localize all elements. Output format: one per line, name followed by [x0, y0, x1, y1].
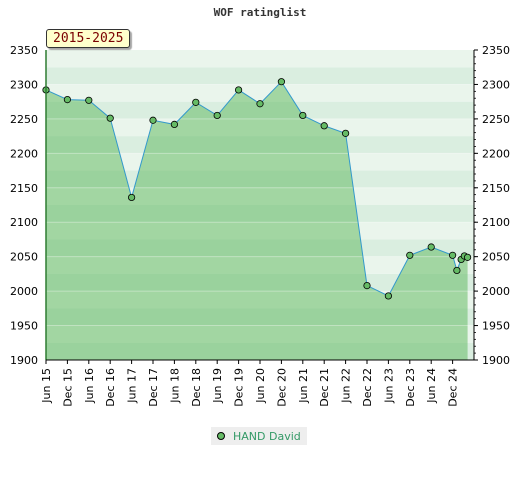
y-tick-label-right: 1900 — [482, 354, 510, 367]
y-tick-label-left: 2100 — [10, 216, 38, 229]
y-tick-label-left: 2300 — [10, 78, 38, 91]
x-tick-label: Jun 20 — [254, 368, 267, 404]
y-tick-label-right: 2350 — [482, 44, 510, 57]
y-tick-label-left: 2050 — [10, 251, 38, 264]
x-tick-label: Dec 19 — [233, 368, 246, 407]
y-tick-label-right: 2050 — [482, 251, 510, 264]
y-tick-label-right: 1950 — [482, 320, 510, 333]
x-tick-label: Dec 18 — [190, 368, 203, 407]
data-point — [192, 98, 200, 106]
y-tick-label-right: 2150 — [482, 182, 510, 195]
series-area — [46, 81, 468, 360]
data-point — [299, 111, 307, 120]
background-band — [46, 67, 474, 85]
y-tick-label-right: 2250 — [482, 113, 510, 126]
x-tick-label: Dec 23 — [404, 368, 417, 407]
y-tick-label-left: 2150 — [10, 182, 38, 195]
data-point — [427, 243, 435, 251]
legend: HAND David — [211, 427, 307, 445]
x-tick-label: Jun 18 — [168, 368, 181, 404]
legend-marker-icon — [217, 432, 225, 440]
chart-title: WOF ratinglist — [213, 6, 307, 19]
x-tick-label: Jun 22 — [340, 368, 353, 404]
y-tick-label-left: 2200 — [10, 147, 38, 160]
x-tick-label: Jun 23 — [382, 368, 395, 404]
legend-label: HAND David — [233, 429, 301, 443]
data-point — [213, 111, 221, 120]
x-tick-label: Jun 16 — [83, 368, 96, 404]
data-point — [149, 116, 157, 124]
data-point — [85, 96, 93, 104]
data-point — [406, 251, 414, 259]
data-point — [320, 122, 328, 130]
y-tick-label-left: 2250 — [10, 113, 38, 126]
data-point — [448, 251, 457, 259]
y-tick-label-right: 2200 — [482, 147, 510, 160]
x-tick-label: Dec 21 — [318, 368, 331, 407]
y-tick-label-right: 2300 — [482, 78, 510, 91]
x-tick-label: Dec 22 — [361, 368, 374, 407]
data-point — [363, 281, 371, 290]
data-point — [384, 292, 392, 300]
data-point — [341, 129, 350, 137]
y-tick-label-left: 1950 — [10, 320, 38, 333]
y-tick-label-left: 1900 — [10, 354, 38, 367]
x-tick-label: Jun 24 — [425, 368, 438, 404]
data-point — [106, 114, 114, 122]
x-tick-label: Dec 17 — [147, 368, 160, 407]
data-point — [453, 266, 461, 275]
data-point — [256, 100, 264, 108]
x-tick-label: Jun 17 — [126, 368, 139, 404]
data-point — [235, 86, 243, 94]
background-band — [46, 50, 474, 68]
y-tick-label-left: 2000 — [10, 285, 38, 298]
x-tick-label: Jun 21 — [297, 368, 310, 404]
data-point — [128, 193, 136, 202]
x-tick-label: Jun 19 — [211, 368, 224, 404]
x-tick-label: Dec 20 — [275, 368, 288, 407]
period-badge: 2015-2025 — [46, 29, 131, 48]
y-tick-label-right: 2100 — [482, 216, 510, 229]
x-tick-label: Dec 24 — [447, 368, 460, 407]
data-point — [63, 96, 72, 104]
y-tick-label-left: 2350 — [10, 44, 38, 57]
x-tick-label: Dec 15 — [61, 368, 74, 407]
x-tick-label: Jun 15 — [40, 368, 53, 404]
data-point — [170, 120, 178, 129]
data-point — [277, 78, 285, 86]
data-point — [463, 253, 472, 261]
y-tick-label-right: 2000 — [482, 285, 510, 298]
x-tick-label: Dec 16 — [104, 368, 117, 407]
background-band — [46, 84, 474, 102]
